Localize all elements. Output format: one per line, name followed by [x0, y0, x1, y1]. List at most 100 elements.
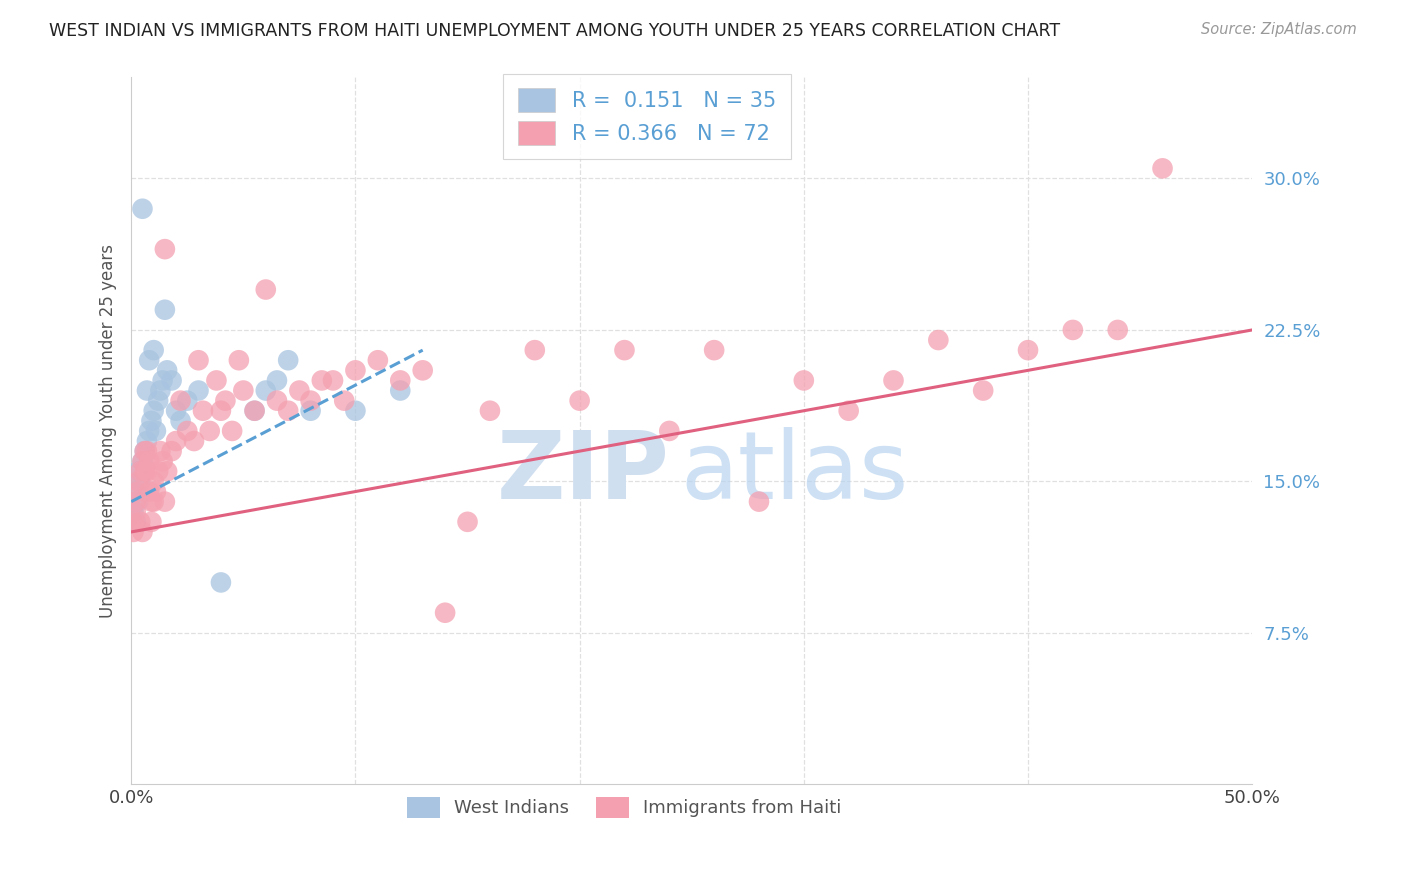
Point: [152, 454, 174, 468]
Point: [138, 454, 160, 468]
Point: [703, 343, 725, 358]
Y-axis label: Unemployment Among Youth under 25 years: Unemployment Among Youth under 25 years: [100, 244, 117, 618]
Point: [243, 403, 266, 417]
Point: [232, 384, 254, 398]
Point: [266, 393, 288, 408]
Point: [131, 454, 153, 468]
Point: [243, 403, 266, 417]
Point: [122, 524, 145, 539]
Point: [127, 464, 149, 478]
Point: [344, 363, 367, 377]
Point: [299, 403, 322, 417]
Point: [125, 484, 148, 499]
Point: [136, 464, 159, 478]
Point: [141, 414, 163, 428]
Point: [129, 515, 152, 529]
Point: [658, 424, 681, 438]
Point: [523, 343, 546, 358]
Point: [322, 373, 344, 387]
Point: [131, 524, 153, 539]
Point: [838, 403, 860, 417]
Point: [972, 384, 994, 398]
Point: [266, 373, 288, 387]
Point: [209, 575, 232, 590]
Point: [344, 403, 367, 417]
Point: [146, 464, 169, 478]
Point: [145, 424, 167, 438]
Point: [127, 475, 149, 489]
Point: [149, 444, 172, 458]
Point: [160, 373, 183, 387]
Point: [153, 242, 176, 256]
Point: [134, 444, 156, 458]
Point: [457, 515, 479, 529]
Point: [134, 444, 156, 458]
Point: [1062, 323, 1084, 337]
Point: [169, 393, 191, 408]
Point: [927, 333, 949, 347]
Point: [122, 515, 145, 529]
Point: [145, 484, 167, 499]
Point: [254, 283, 277, 297]
Point: [136, 384, 159, 398]
Point: [134, 464, 156, 478]
Point: [209, 403, 232, 417]
Point: [333, 393, 356, 408]
Point: [389, 384, 412, 398]
Point: [311, 373, 333, 387]
Legend: West Indians, Immigrants from Haiti: West Indians, Immigrants from Haiti: [401, 789, 849, 825]
Point: [277, 353, 299, 368]
Point: [131, 454, 153, 468]
Point: [146, 393, 169, 408]
Point: [138, 484, 160, 499]
Point: [165, 434, 187, 448]
Point: [214, 393, 236, 408]
Point: [165, 403, 187, 417]
Point: [149, 384, 172, 398]
Point: [153, 494, 176, 508]
Point: [127, 484, 149, 499]
Point: [152, 373, 174, 387]
Point: [136, 444, 159, 458]
Point: [156, 464, 179, 478]
Point: [136, 434, 159, 448]
Point: [187, 353, 209, 368]
Point: [1017, 343, 1039, 358]
Point: [478, 403, 501, 417]
Point: [125, 515, 148, 529]
Point: [142, 475, 165, 489]
Point: [129, 475, 152, 489]
Text: WEST INDIAN VS IMMIGRANTS FROM HAITI UNEMPLOYMENT AMONG YOUTH UNDER 25 YEARS COR: WEST INDIAN VS IMMIGRANTS FROM HAITI UNE…: [49, 22, 1060, 40]
Point: [434, 606, 457, 620]
Point: [153, 302, 176, 317]
Point: [156, 363, 179, 377]
Point: [176, 393, 198, 408]
Point: [169, 414, 191, 428]
Point: [122, 505, 145, 519]
Point: [187, 384, 209, 398]
Point: [183, 434, 205, 448]
Point: [299, 393, 322, 408]
Text: Source: ZipAtlas.com: Source: ZipAtlas.com: [1201, 22, 1357, 37]
Point: [793, 373, 815, 387]
Point: [748, 494, 770, 508]
Point: [131, 202, 153, 216]
Point: [176, 424, 198, 438]
Point: [198, 424, 221, 438]
Point: [141, 494, 163, 508]
Point: [142, 343, 165, 358]
Point: [138, 424, 160, 438]
Point: [1107, 323, 1129, 337]
Point: [389, 373, 412, 387]
Point: [138, 353, 160, 368]
Point: [412, 363, 434, 377]
Text: atlas: atlas: [681, 427, 908, 519]
Point: [125, 505, 148, 519]
Point: [277, 403, 299, 417]
Point: [127, 494, 149, 508]
Point: [129, 464, 152, 478]
Point: [142, 494, 165, 508]
Point: [1152, 161, 1174, 176]
Point: [142, 403, 165, 417]
Point: [367, 353, 389, 368]
